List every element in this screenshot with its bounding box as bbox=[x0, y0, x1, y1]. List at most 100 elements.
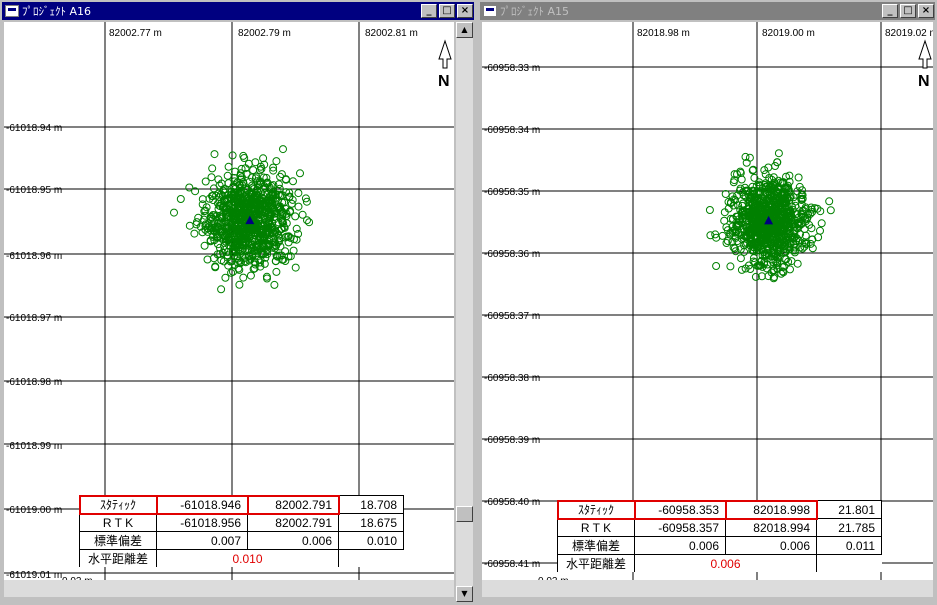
data-point bbox=[254, 255, 263, 264]
window-project-a15[interactable]: ﾌﾟﾛｼﾞｪｸﾄ A15 _ □ × 82018.98 m 82019.00 m… bbox=[478, 0, 937, 605]
data-point bbox=[807, 224, 816, 233]
data-point bbox=[826, 206, 835, 215]
data-point bbox=[298, 210, 307, 219]
data-point bbox=[750, 232, 758, 241]
data-point bbox=[749, 215, 758, 224]
data-point bbox=[200, 241, 209, 250]
data-point bbox=[764, 272, 773, 281]
data-point bbox=[232, 247, 241, 256]
data-point bbox=[265, 211, 274, 220]
data-point bbox=[245, 251, 254, 260]
data-point bbox=[753, 261, 762, 270]
data-point bbox=[211, 262, 220, 271]
title-bar[interactable]: ﾌﾟﾛｼﾞｪｸﾄ A15 _ □ × bbox=[480, 2, 935, 20]
data-point bbox=[227, 257, 236, 266]
data-point bbox=[803, 213, 812, 222]
data-point bbox=[720, 208, 729, 217]
data-point bbox=[209, 211, 217, 219]
data-point bbox=[274, 180, 283, 189]
y-tick-label: -60958.37 m bbox=[484, 311, 540, 322]
y-tick-label: -60958.34 m bbox=[484, 125, 540, 136]
data-point bbox=[228, 210, 237, 219]
data-point bbox=[770, 210, 779, 219]
data-point bbox=[793, 259, 802, 268]
data-point bbox=[221, 273, 230, 282]
data-point bbox=[742, 158, 751, 167]
data-point bbox=[231, 238, 240, 246]
data-point bbox=[817, 219, 826, 228]
scroll-up-arrow-icon[interactable]: ▲ bbox=[456, 22, 473, 38]
static-h: 18.708 bbox=[338, 495, 404, 514]
app-icon[interactable] bbox=[5, 5, 19, 17]
minimize-button[interactable]: _ bbox=[882, 4, 898, 18]
vertical-scrollbar[interactable]: ▲ ▼ bbox=[456, 22, 473, 602]
data-point bbox=[246, 271, 255, 280]
title-bar[interactable]: ﾌﾟﾛｼﾞｪｸﾄ A16 _ □ × bbox=[2, 2, 474, 20]
data-point bbox=[765, 233, 774, 242]
data-point bbox=[220, 195, 228, 204]
data-point bbox=[278, 214, 287, 223]
data-point bbox=[738, 188, 747, 197]
data-point bbox=[721, 190, 730, 198]
y-tick-label: -60958.39 m bbox=[484, 435, 540, 446]
y-tick-label: -61019.01 m bbox=[6, 570, 62, 580]
north-label: N bbox=[438, 73, 450, 90]
scroll-thumb[interactable] bbox=[456, 506, 473, 522]
data-point bbox=[248, 198, 257, 206]
window-title: ﾌﾟﾛｼﾞｪｸﾄ A15 bbox=[500, 5, 570, 18]
horizontal-scrollbar[interactable] bbox=[4, 580, 454, 597]
data-point bbox=[222, 232, 231, 241]
close-button[interactable]: × bbox=[457, 4, 473, 18]
data-point bbox=[787, 211, 796, 219]
data-point bbox=[250, 185, 258, 193]
horizontal-scrollbar[interactable] bbox=[482, 580, 933, 597]
data-point bbox=[239, 237, 248, 246]
data-point bbox=[741, 152, 750, 161]
data-point bbox=[258, 249, 267, 258]
data-point bbox=[185, 221, 194, 230]
data-point bbox=[236, 259, 245, 268]
data-point bbox=[252, 189, 260, 198]
plot-canvas[interactable]: 82018.98 m 82019.00 m 82019.02 m -60958.… bbox=[482, 22, 933, 580]
window-project-a16[interactable]: ﾌﾟﾛｼﾞｪｸﾄ A16 _ □ × 82002.77 m 82002.79 m… bbox=[0, 0, 476, 605]
data-point bbox=[240, 257, 249, 266]
static-h: 21.801 bbox=[816, 500, 882, 519]
y-tick-label: -60958.41 m bbox=[484, 559, 540, 570]
data-point bbox=[303, 216, 311, 225]
data-point bbox=[294, 229, 303, 238]
y-tick-label: -60958.36 m bbox=[484, 249, 540, 260]
data-point bbox=[279, 145, 287, 154]
stddev-y: 0.007 bbox=[156, 531, 248, 550]
data-point bbox=[798, 186, 807, 195]
data-point bbox=[798, 194, 807, 203]
data-point bbox=[731, 233, 740, 242]
data-point bbox=[760, 166, 769, 175]
data-point bbox=[745, 227, 754, 236]
data-point bbox=[242, 169, 251, 178]
center-marker bbox=[245, 215, 255, 225]
data-point bbox=[277, 170, 286, 179]
data-point bbox=[769, 258, 778, 267]
maximize-button[interactable]: □ bbox=[439, 4, 455, 18]
data-point bbox=[221, 197, 230, 206]
data-point bbox=[267, 194, 276, 203]
stddev-h: 0.011 bbox=[816, 536, 882, 555]
north-arrow-icon: N bbox=[438, 39, 452, 90]
data-point bbox=[198, 200, 207, 209]
data-point bbox=[200, 215, 208, 224]
maximize-button[interactable]: □ bbox=[900, 4, 916, 18]
close-button[interactable]: × bbox=[918, 4, 934, 18]
data-point bbox=[294, 189, 303, 198]
data-point bbox=[255, 180, 264, 189]
scroll-down-arrow-icon[interactable]: ▼ bbox=[456, 586, 473, 602]
data-point bbox=[814, 233, 823, 242]
data-point bbox=[170, 208, 178, 217]
data-point bbox=[269, 181, 278, 190]
app-icon[interactable] bbox=[483, 5, 497, 17]
minimize-button[interactable]: _ bbox=[421, 4, 437, 18]
data-point bbox=[263, 250, 272, 259]
data-point bbox=[781, 193, 790, 202]
data-point bbox=[736, 245, 745, 254]
data-point bbox=[733, 170, 741, 179]
rtk-x: 82002.791 bbox=[247, 513, 339, 532]
